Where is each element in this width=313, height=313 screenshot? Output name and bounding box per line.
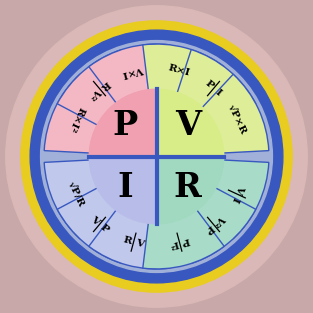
Text: V²: V² — [87, 85, 102, 100]
Text: V: V — [89, 214, 100, 226]
Text: I: I — [213, 88, 223, 98]
Wedge shape — [89, 44, 170, 105]
Wedge shape — [156, 156, 224, 224]
Text: √P×R: √P×R — [226, 102, 248, 136]
Text: I²: I² — [167, 238, 179, 249]
Text: V: V — [135, 239, 145, 249]
Wedge shape — [89, 208, 170, 269]
Circle shape — [41, 41, 272, 272]
Text: R: R — [122, 235, 133, 246]
Wedge shape — [201, 160, 269, 239]
Text: P: P — [99, 223, 110, 234]
Text: I: I — [117, 171, 133, 204]
Text: V×I: V×I — [122, 64, 145, 78]
Text: R: R — [174, 171, 202, 204]
Text: P: P — [203, 223, 214, 234]
Text: P: P — [203, 79, 214, 90]
Wedge shape — [143, 208, 224, 269]
Wedge shape — [44, 74, 112, 153]
Wedge shape — [177, 49, 256, 126]
Wedge shape — [44, 160, 112, 239]
Text: V²: V² — [211, 213, 226, 228]
Circle shape — [21, 21, 292, 292]
Wedge shape — [89, 156, 156, 224]
Text: R: R — [98, 78, 110, 91]
Text: P: P — [181, 235, 191, 246]
Wedge shape — [201, 74, 269, 153]
Text: R×I: R×I — [167, 64, 192, 78]
Circle shape — [6, 6, 307, 307]
Text: I: I — [229, 196, 239, 204]
Text: V: V — [234, 183, 245, 194]
Text: R×I²: R×I² — [66, 105, 86, 133]
Circle shape — [30, 30, 283, 283]
Wedge shape — [89, 89, 156, 156]
Wedge shape — [143, 44, 224, 105]
Text: V: V — [175, 109, 201, 142]
Wedge shape — [57, 49, 136, 126]
Wedge shape — [177, 187, 256, 264]
Text: P: P — [113, 109, 138, 142]
Text: √P/R: √P/R — [66, 180, 86, 208]
Wedge shape — [57, 187, 136, 264]
Wedge shape — [156, 89, 224, 156]
